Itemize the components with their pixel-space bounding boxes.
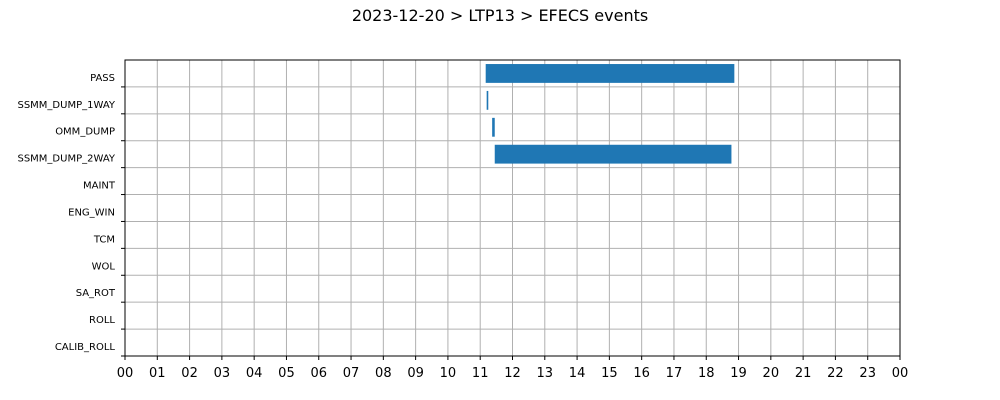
x-tick-label: 22 <box>827 366 844 381</box>
x-tick-label: 04 <box>246 366 263 381</box>
y-tick-label: PASS <box>90 73 115 84</box>
grid-lines <box>124 60 901 356</box>
x-tick-label: 07 <box>343 366 360 381</box>
x-tick-label: 21 <box>795 366 812 381</box>
x-tick-label: 14 <box>569 366 586 381</box>
x-tick-label: 17 <box>666 366 683 381</box>
chart-title: 2023-12-20 > LTP13 > EFECS events <box>351 6 649 25</box>
x-tick-label: 10 <box>440 366 457 381</box>
x-tick-label: 12 <box>504 366 521 381</box>
x-tick-label: 18 <box>698 366 715 381</box>
x-tick-label: 00 <box>892 366 909 381</box>
x-tick-label: 06 <box>310 366 327 381</box>
x-tick-label: 05 <box>278 366 295 381</box>
event-bar-omm-dump <box>492 117 495 137</box>
y-tick-label: SA_ROT <box>76 288 116 299</box>
y-tick-label: TCM <box>93 234 115 245</box>
x-tick-label: 03 <box>214 366 231 381</box>
event-bar-pass <box>485 64 735 83</box>
x-tick-label: 09 <box>407 366 424 381</box>
y-tick-label: ROLL <box>89 315 115 326</box>
y-tick-label: SSMM_DUMP_2WAY <box>17 154 115 165</box>
x-tick-label: 15 <box>601 366 618 381</box>
x-axis: 00 01 02 03 04 05 06 07 08 09 10 11 12 13 14 15 16 17 18 19… <box>117 356 909 381</box>
y-axis: PASS SSMM_DUMP_1WAY OMM_DUMP SSMM_DUMP_2WAY… <box>17 73 125 357</box>
x-tick-label: 13 <box>537 366 554 381</box>
x-tick-label: 11 <box>472 366 489 381</box>
x-tick-label: 00 <box>117 366 134 381</box>
event-bars <box>485 64 735 164</box>
x-tick-label: 20 <box>763 366 780 381</box>
event-bar-ssmm-dump-2way <box>494 144 732 164</box>
y-tick-label: WOL <box>92 261 116 272</box>
x-tick-label: 19 <box>730 366 747 381</box>
event-bar-ssmm-dump-1way <box>486 90 489 110</box>
x-tick-label: 23 <box>859 366 876 381</box>
y-tick-label: MAINT <box>83 181 116 192</box>
y-tick-label: CALIB_ROLL <box>55 342 116 353</box>
y-tick-label: OMM_DUMP <box>55 127 115 138</box>
x-tick-label: 01 <box>149 366 166 381</box>
x-tick-label: 16 <box>633 366 650 381</box>
y-tick-label: ENG_WIN <box>68 207 115 218</box>
x-tick-label: 08 <box>375 366 392 381</box>
y-tick-label: SSMM_DUMP_1WAY <box>17 100 115 111</box>
x-tick-label: 02 <box>181 366 198 381</box>
